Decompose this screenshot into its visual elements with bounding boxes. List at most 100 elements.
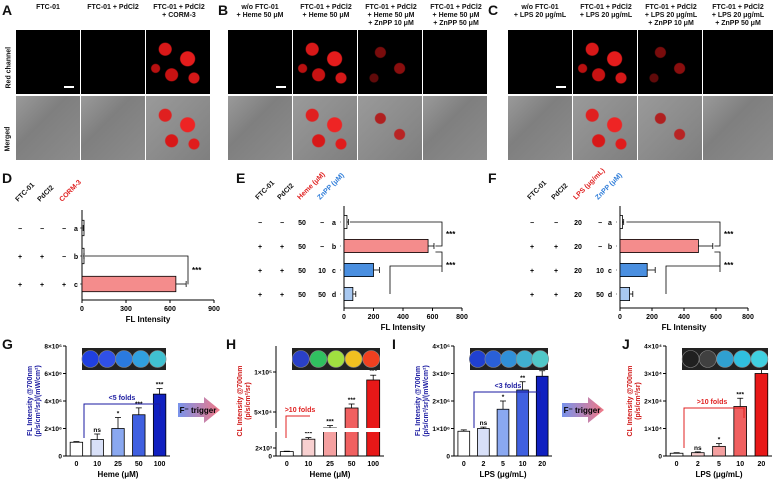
sig-label-g: *** <box>156 382 164 389</box>
fold-label-g: <5 folds <box>109 395 136 402</box>
header-b-2: FTC-01 + PdCl2 + Heme 50 μM <box>300 4 352 19</box>
x-tick-label-g: 100 <box>154 461 166 468</box>
y-tick-label-i: 1×10⁶ <box>432 426 450 433</box>
y-tick-label-i: 4×10⁶ <box>432 344 450 351</box>
sig-label-j: ns <box>694 445 702 452</box>
image-a-red-3 <box>146 30 210 94</box>
x-tick-label-j: 0 <box>675 461 679 468</box>
bar-e-b <box>343 238 429 253</box>
table-cell-d: + <box>18 254 22 261</box>
table-cell-f: + <box>530 292 534 299</box>
bar-g-25 <box>111 428 125 457</box>
trigger-label-gh: F⁻ trigger <box>180 406 217 415</box>
table-cell-f: a <box>608 220 612 227</box>
header-c-4: FTC-01 + PdCl2 + LPS 20 μg/mL + ZnPP 50 … <box>711 4 765 27</box>
well-image-h <box>291 350 310 368</box>
x-tick-label-i: 0 <box>462 461 466 468</box>
y-tick-label-g: 4×10⁶ <box>44 399 62 406</box>
y-tick-label-h: 1×10⁵ <box>254 370 272 377</box>
fold-bracket-g <box>83 403 161 438</box>
x-tick-label-i: 5 <box>501 461 505 468</box>
trigger-arrow-gh <box>178 397 220 423</box>
panel-label-e: E <box>236 170 246 186</box>
table-header-e-1: PdCl2 <box>276 182 295 201</box>
x-axis-title-d: FL Intensity <box>126 315 171 324</box>
well-image-i <box>500 350 518 368</box>
table-cell-f: + <box>530 268 534 275</box>
y-axis-title-h: CL Intensity @700nm(p/s/cm²/sr) <box>237 366 252 437</box>
image-b-red-2 <box>293 30 357 94</box>
bar-i-0 <box>457 430 471 457</box>
x-tick-label-j: 2 <box>696 461 700 468</box>
panel-label-h: H <box>226 336 237 352</box>
x-axis-title-e: FL Intensity <box>381 323 426 332</box>
well-image-j <box>750 350 769 368</box>
panel-label-f: F <box>488 170 497 186</box>
table-cell-e: c <box>332 268 336 275</box>
y-tick-label-g: 0 <box>58 454 62 461</box>
table-cell-d: + <box>40 254 44 261</box>
sig-label-j: * <box>718 437 721 444</box>
fold-label-j: >10 folds <box>697 399 728 406</box>
table-cell-f: d <box>608 292 612 299</box>
sig-label-g: * <box>117 411 120 418</box>
bar-e-d <box>343 286 354 301</box>
x-axis-title-j: LPS (μg/mL) <box>695 470 742 479</box>
panel-label-d: D <box>2 170 13 186</box>
y-tick-label-g: 2×10⁶ <box>44 426 62 433</box>
sig-label-i: ns <box>480 420 488 427</box>
x-tick-label-f: 800 <box>742 314 754 321</box>
bar-e-c <box>343 262 374 277</box>
header-c-2: FTC-01 + PdCl2 + LPS 20 μg/mL <box>579 4 633 19</box>
panel-label-i: I <box>392 336 396 352</box>
y-axis-title-line: CL Intensity @700nm <box>627 366 634 437</box>
table-cell-e: d <box>332 292 336 299</box>
well-image-i <box>531 350 550 368</box>
panel-label-b: B <box>218 2 229 18</box>
well-image-g <box>98 350 116 368</box>
image-a-merged-3 <box>146 96 210 160</box>
x-tick-label-d: 900 <box>208 306 220 313</box>
table-header-d-2: CORM-3 <box>58 179 83 204</box>
well-image-h <box>309 350 328 368</box>
x-tick-label-e: 0 <box>342 314 346 321</box>
table-cell-e: − <box>320 244 324 251</box>
x-tick-label-j: 10 <box>736 461 744 468</box>
x-axis-title-f: FL Intensity <box>662 323 707 332</box>
table-cell-e: b <box>332 244 336 251</box>
well-image-h <box>327 350 345 368</box>
x-tick-label-g: 50 <box>135 461 143 468</box>
bar-g-100 <box>152 393 167 457</box>
x-tick-label-g: 0 <box>74 461 78 468</box>
x-tick-label-f: 400 <box>678 314 690 321</box>
fold-bracket-i <box>473 391 541 428</box>
sig-bracket-e-1 <box>349 221 443 247</box>
y-tick-label-h: 0 <box>268 454 272 461</box>
table-cell-e: + <box>280 292 284 299</box>
y-tick-label-i: 2×10⁶ <box>432 399 450 406</box>
x-tick-label-h: 10 <box>305 461 313 468</box>
well-image-j <box>716 350 734 368</box>
y-axis-title-line: (p/s/cm²/sr) <box>245 382 252 420</box>
table-cell-e: − <box>280 220 284 227</box>
bar-f-a <box>619 214 623 229</box>
y-axis-title-line: FL Intensity @700nm <box>415 366 422 436</box>
header-a-1: FTC-01 <box>36 4 60 11</box>
image-b-red-4 <box>423 30 487 94</box>
bar-j-0 <box>669 452 684 457</box>
x-tick-label-e: 600 <box>427 314 439 321</box>
image-c-merged-1 <box>508 96 572 160</box>
table-cell-d: c <box>74 282 78 289</box>
table-cell-d: a <box>74 226 78 233</box>
panel-label-a: A <box>2 2 13 18</box>
bar-h-25 <box>323 427 337 457</box>
well-image-i <box>484 350 503 368</box>
table-cell-e: 50 <box>298 292 306 299</box>
y-tick-label-j: 3×10⁴ <box>644 371 662 378</box>
table-header-f-1: PdCl2 <box>550 182 569 201</box>
table-cell-e: − <box>258 220 262 227</box>
table-cell-d: + <box>40 282 44 289</box>
table-cell-f: + <box>554 244 558 251</box>
bar-i-20 <box>535 375 549 457</box>
y-axis-title-i: FL Intensity @700nm(p/s/cm²/sr)/(mW/cm²) <box>415 365 430 437</box>
